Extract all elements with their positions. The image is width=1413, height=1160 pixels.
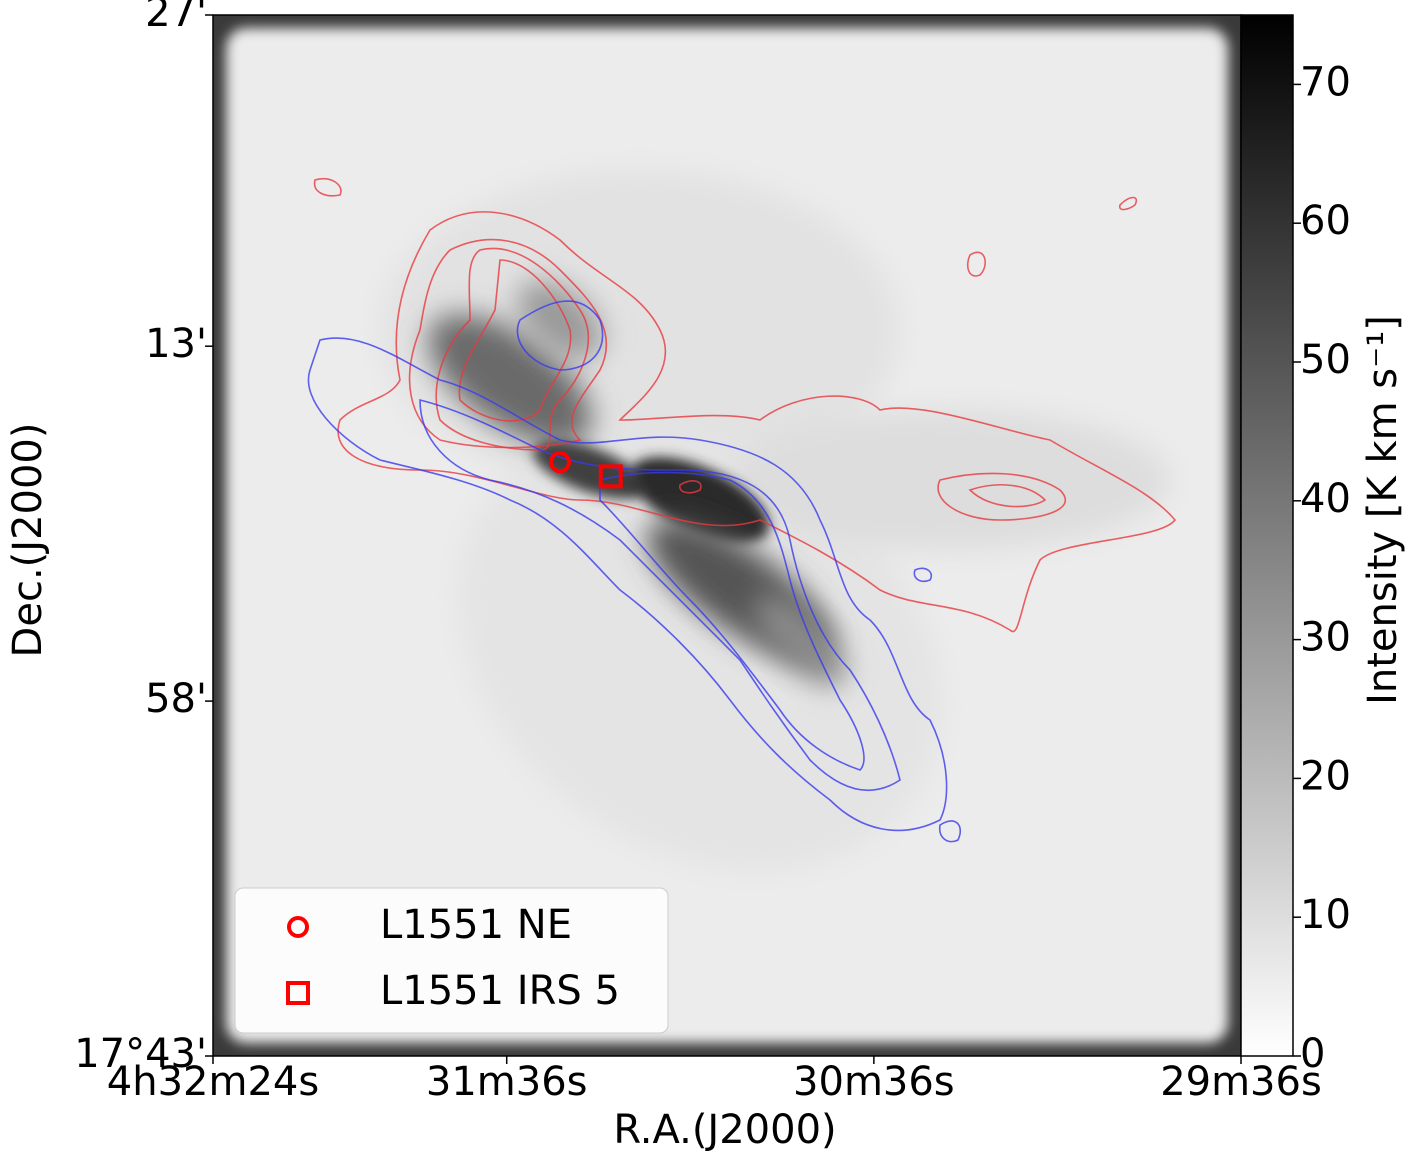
y-tick-label: 17°43' [74, 1031, 207, 1077]
colorbar-tick-label: 30 [1300, 615, 1351, 661]
legend-label: L1551 NE [380, 902, 572, 948]
legend-marker [286, 981, 310, 1005]
colorbar-tick-label: 70 [1300, 59, 1351, 105]
colorbar-tick-label: 50 [1300, 337, 1351, 383]
y-tick-label: 27' [145, 0, 207, 36]
colorbar-tick-label: 40 [1300, 476, 1351, 522]
legend [234, 887, 669, 1034]
y-axis-label: Dec.(J2000) [5, 423, 51, 658]
x-tick-label: 31m36s [426, 1059, 588, 1105]
legend-marker [287, 916, 309, 938]
colorbar-tick-label: 20 [1300, 753, 1351, 799]
y-tick-label: 58' [145, 676, 207, 722]
legend-label: L1551 IRS 5 [380, 968, 620, 1014]
colorbar-tick-label: 60 [1300, 198, 1351, 244]
x-tick-label: 29m36s [1160, 1059, 1322, 1105]
marker [598, 464, 623, 489]
x-axis-label: R.A.(J2000) [613, 1107, 836, 1153]
colorbar-label: Intensity [K km s⁻¹] [1360, 315, 1406, 705]
colorbar-tick-label: 0 [1300, 1031, 1325, 1077]
y-tick-label: 13' [145, 321, 207, 367]
x-tick-label: 30m36s [793, 1059, 955, 1105]
x-tick-label: 4h32m24s [107, 1059, 319, 1105]
marker [548, 451, 571, 474]
colorbar-tick-label: 10 [1300, 892, 1351, 938]
colorbar [1240, 14, 1294, 1057]
intensity-image [213, 15, 1241, 1056]
